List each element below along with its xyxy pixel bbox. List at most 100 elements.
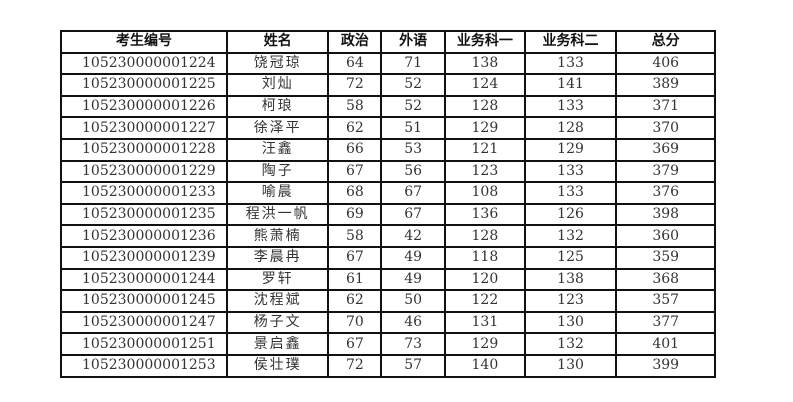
cell-subject-one: 138	[444, 51, 526, 76]
cell-subject-two: 133	[523, 159, 618, 184]
cell-politics: 62	[327, 116, 383, 140]
cell-name: 刘灿	[225, 73, 330, 97]
cell-subject-one: 121	[444, 137, 526, 162]
cell-name: 徐泽平	[225, 116, 330, 140]
cell-total: 376	[615, 181, 716, 205]
table-row: 105230000001236 熊萧楠 58 42 128 132 360	[60, 224, 716, 248]
cell-exam-id: 105230000001245	[60, 289, 228, 313]
cell-name: 李晨冉	[225, 245, 330, 270]
cell-total: 377	[615, 310, 716, 335]
header-name: 姓名	[225, 30, 330, 54]
cell-foreign-language: 49	[380, 267, 447, 292]
cell-total: 369	[615, 137, 716, 162]
cell-foreign-language: 49	[380, 245, 447, 270]
header-total: 总分	[615, 30, 716, 54]
cell-exam-id: 105230000001226	[60, 94, 228, 119]
cell-exam-id: 105230000001228	[60, 137, 228, 162]
cell-name: 杨子文	[225, 310, 330, 335]
cell-foreign-language: 67	[380, 181, 447, 205]
cell-subject-two: 141	[523, 73, 618, 97]
cell-name: 汪鑫	[225, 137, 330, 162]
cell-subject-two: 133	[523, 181, 618, 205]
cell-subject-one: 129	[444, 116, 526, 140]
cell-exam-id: 105230000001247	[60, 310, 228, 335]
header-politics: 政治	[327, 30, 383, 54]
cell-subject-one: 120	[444, 267, 526, 292]
cell-name: 景启鑫	[225, 332, 330, 356]
cell-politics: 67	[327, 159, 383, 184]
cell-subject-two: 123	[523, 289, 618, 313]
cell-total: 401	[615, 332, 716, 356]
table-row: 105230000001224 饶冠琼 64 71 138 133 406	[60, 51, 716, 76]
table-row: 105230000001247 杨子文 70 46 131 130 377	[60, 310, 716, 335]
cell-subject-two: 133	[523, 94, 618, 119]
cell-exam-id: 105230000001244	[60, 267, 228, 292]
cell-total: 398	[615, 202, 716, 227]
cell-subject-two: 130	[523, 310, 618, 335]
cell-total: 359	[615, 245, 716, 270]
cell-subject-two: 128	[523, 116, 618, 140]
cell-foreign-language: 56	[380, 159, 447, 184]
cell-subject-two: 138	[523, 267, 618, 292]
cell-subject-one: 128	[444, 224, 526, 248]
cell-name: 罗轩	[225, 267, 330, 292]
cell-foreign-language: 42	[380, 224, 447, 248]
cell-foreign-language: 46	[380, 310, 447, 335]
cell-name: 饶冠琼	[225, 51, 330, 76]
cell-subject-one: 140	[444, 353, 526, 378]
header-subject-two: 业务科二	[523, 30, 618, 54]
cell-foreign-language: 50	[380, 289, 447, 313]
cell-subject-one: 128	[444, 94, 526, 119]
cell-politics: 64	[327, 51, 383, 76]
cell-subject-one: 129	[444, 332, 526, 356]
cell-total: 360	[615, 224, 716, 248]
cell-exam-id: 105230000001235	[60, 202, 228, 227]
cell-exam-id: 105230000001227	[60, 116, 228, 140]
cell-total: 389	[615, 73, 716, 97]
cell-subject-two: 132	[523, 224, 618, 248]
cell-total: 357	[615, 289, 716, 313]
cell-subject-two: 129	[523, 137, 618, 162]
table-row: 105230000001233 喻晨 68 67 108 133 376	[60, 181, 716, 205]
cell-exam-id: 105230000001236	[60, 224, 228, 248]
table-row: 105230000001227 徐泽平 62 51 129 128 370	[60, 116, 716, 140]
cell-subject-one: 136	[444, 202, 526, 227]
cell-foreign-language: 52	[380, 94, 447, 119]
cell-name: 喻晨	[225, 181, 330, 205]
cell-name: 熊萧楠	[225, 224, 330, 248]
cell-foreign-language: 71	[380, 51, 447, 76]
cell-politics: 66	[327, 137, 383, 162]
cell-exam-id: 105230000001229	[60, 159, 228, 184]
table-row: 105230000001245 沈程斌 62 50 122 123 357	[60, 289, 716, 313]
cell-foreign-language: 73	[380, 332, 447, 356]
cell-subject-one: 118	[444, 245, 526, 270]
cell-subject-two: 126	[523, 202, 618, 227]
cell-subject-one: 123	[444, 159, 526, 184]
cell-exam-id: 105230000001239	[60, 245, 228, 270]
cell-foreign-language: 57	[380, 353, 447, 378]
cell-foreign-language: 51	[380, 116, 447, 140]
cell-total: 368	[615, 267, 716, 292]
cell-name: 侯壮璞	[225, 353, 330, 378]
header-row: 考生编号 姓名 政治 外语 业务科一 业务科二 总分	[60, 30, 716, 54]
cell-politics: 58	[327, 94, 383, 119]
cell-foreign-language: 52	[380, 73, 447, 97]
table-row: 105230000001229 陶子 67 56 123 133 379	[60, 159, 716, 184]
table-row: 105230000001253 侯壮璞 72 57 140 130 399	[60, 353, 716, 378]
cell-politics: 70	[327, 310, 383, 335]
cell-exam-id: 105230000001253	[60, 353, 228, 378]
table-row: 105230000001226 柯琅 58 52 128 133 371	[60, 94, 716, 119]
cell-foreign-language: 53	[380, 137, 447, 162]
cell-subject-two: 130	[523, 353, 618, 378]
cell-subject-one: 124	[444, 73, 526, 97]
header-subject-one: 业务科一	[444, 30, 526, 54]
cell-foreign-language: 67	[380, 202, 447, 227]
cell-exam-id: 105230000001251	[60, 332, 228, 356]
cell-politics: 58	[327, 224, 383, 248]
cell-politics: 68	[327, 181, 383, 205]
cell-total: 370	[615, 116, 716, 140]
cell-total: 399	[615, 353, 716, 378]
table-row: 105230000001228 汪鑫 66 53 121 129 369	[60, 137, 716, 162]
table-row: 105230000001244 罗轩 61 49 120 138 368	[60, 267, 716, 292]
cell-politics: 67	[327, 332, 383, 356]
